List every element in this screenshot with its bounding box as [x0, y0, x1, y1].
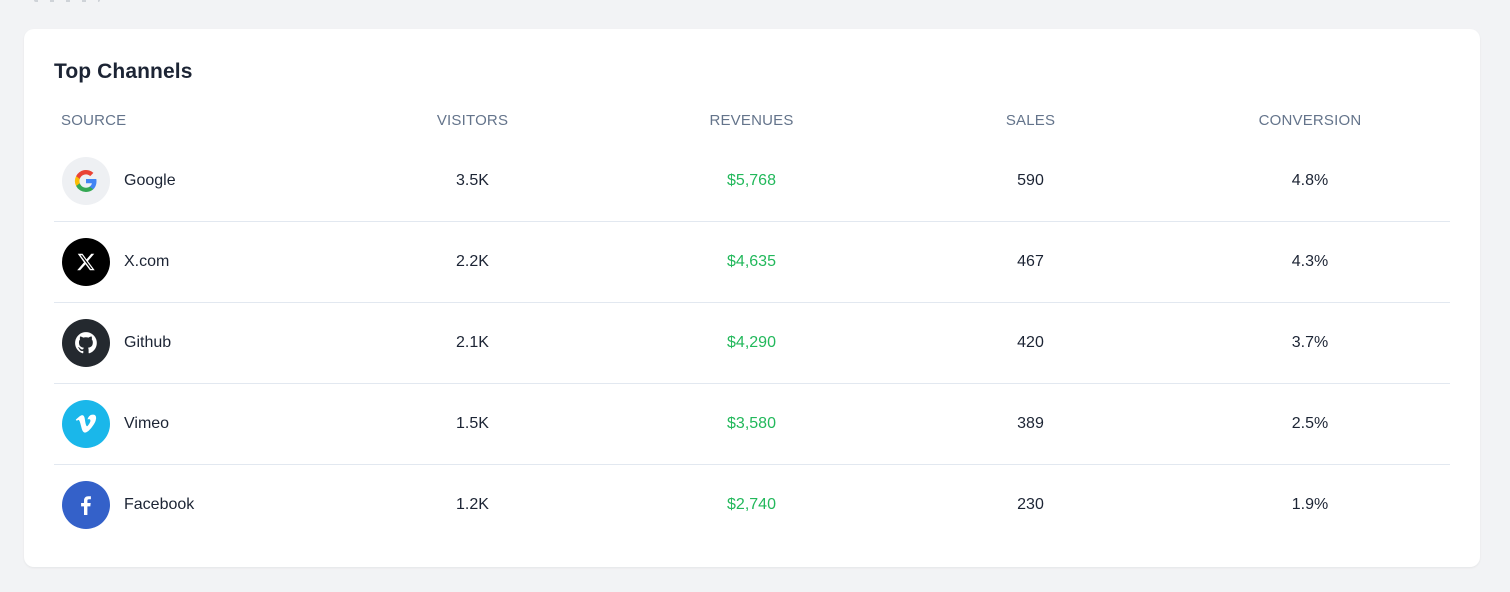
github-icon — [62, 319, 110, 367]
revenues-value: $3,580 — [727, 415, 776, 432]
header-revenues: REVENUES — [709, 111, 794, 129]
sales-value: 389 — [1017, 415, 1044, 432]
table-header: SOURCE VISITORS REVENUES SALES CONVERSIO… — [54, 99, 1450, 141]
sales-value: 590 — [1017, 172, 1044, 189]
conversion-value: 3.7% — [1291, 334, 1329, 351]
revenues-value: $5,768 — [727, 172, 776, 189]
revenues-value: $4,635 — [727, 253, 776, 270]
conversion-value: 4.3% — [1291, 253, 1329, 270]
header-conversion: CONVERSION — [1258, 111, 1362, 129]
conversion-value: 4.8% — [1291, 172, 1329, 189]
vimeo-icon — [62, 400, 110, 448]
source-name: Github — [124, 334, 172, 351]
source-name: Facebook — [124, 496, 195, 513]
table-row: Facebook 1.2K $2,740 230 1.9% — [54, 465, 1450, 545]
table-row: Github 2.1K $4,290 420 3.7% — [54, 303, 1450, 384]
table-row: X.com 2.2K $4,635 467 4.3% — [54, 222, 1450, 303]
x-icon — [62, 238, 110, 286]
google-icon — [62, 157, 110, 205]
facebook-icon — [62, 481, 110, 529]
visitors-value: 2.1K — [456, 334, 489, 351]
conversion-value: 1.9% — [1291, 496, 1329, 513]
revenues-value: $2,740 — [727, 496, 776, 513]
header-visitors: VISITORS — [436, 111, 509, 129]
card-title: Top Channels — [54, 60, 193, 83]
source-name: Vimeo — [124, 415, 170, 432]
visitors-value: 3.5K — [456, 172, 489, 189]
rating-dots-partial — [34, 0, 100, 2]
channels-table: SOURCE VISITORS REVENUES SALES CONVERSIO… — [54, 99, 1450, 545]
visitors-value: 1.5K — [456, 415, 489, 432]
visitors-value: 1.2K — [456, 496, 489, 513]
visitors-value: 2.2K — [456, 253, 489, 270]
table-row: Google 3.5K $5,768 590 4.8% — [54, 141, 1450, 222]
conversion-value: 2.5% — [1291, 415, 1329, 432]
header-source: SOURCE — [61, 111, 127, 129]
sales-value: 467 — [1017, 253, 1044, 270]
source-name: X.com — [124, 253, 170, 270]
table-row: Vimeo 1.5K $3,580 389 2.5% — [54, 384, 1450, 465]
header-sales: SALES — [1005, 111, 1056, 129]
sales-value: 420 — [1017, 334, 1044, 351]
top-channels-card: Top Channels SOURCE VISITORS REVENUES SA… — [24, 29, 1480, 567]
source-name: Google — [124, 172, 176, 189]
revenues-value: $4,290 — [727, 334, 776, 351]
sales-value: 230 — [1017, 496, 1044, 513]
